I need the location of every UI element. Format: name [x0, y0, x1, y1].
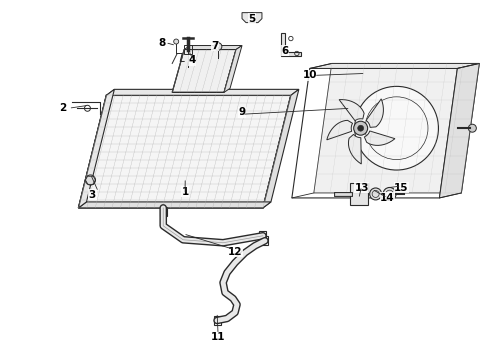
Circle shape [468, 124, 476, 132]
Bar [260, 231, 267, 240]
Circle shape [85, 175, 96, 185]
Polygon shape [348, 134, 361, 164]
Polygon shape [78, 89, 114, 208]
Polygon shape [224, 45, 242, 92]
Circle shape [214, 43, 222, 50]
Polygon shape [314, 63, 479, 193]
Bar [214, 316, 220, 325]
Text: 11: 11 [211, 332, 225, 342]
Text: 15: 15 [394, 183, 409, 193]
Polygon shape [366, 99, 383, 127]
Polygon shape [327, 120, 352, 140]
Polygon shape [339, 100, 364, 121]
Polygon shape [263, 89, 299, 208]
Text: 3: 3 [89, 190, 96, 200]
Bar [262, 236, 269, 245]
Text: 12: 12 [228, 247, 242, 257]
Circle shape [354, 121, 368, 135]
Text: 14: 14 [380, 193, 395, 203]
Text: 2: 2 [59, 103, 66, 113]
Text: 7: 7 [211, 41, 219, 50]
Polygon shape [310, 63, 479, 68]
Circle shape [173, 39, 179, 44]
Text: 10: 10 [302, 71, 317, 80]
Polygon shape [440, 63, 479, 198]
Bar [160, 207, 167, 216]
Text: 4: 4 [189, 55, 196, 66]
Circle shape [358, 125, 364, 131]
Circle shape [369, 188, 382, 200]
Polygon shape [350, 183, 368, 205]
Polygon shape [78, 202, 271, 208]
Polygon shape [172, 50, 236, 92]
Text: 9: 9 [239, 107, 245, 117]
Polygon shape [78, 95, 291, 208]
Polygon shape [242, 13, 262, 23]
Circle shape [383, 188, 396, 201]
Text: 13: 13 [354, 183, 369, 193]
Text: 6: 6 [281, 45, 289, 55]
Circle shape [355, 86, 439, 170]
Polygon shape [106, 89, 299, 95]
Polygon shape [184, 45, 242, 50]
Polygon shape [281, 32, 301, 57]
Text: 1: 1 [182, 187, 189, 197]
Text: 8: 8 [159, 37, 166, 48]
Bar [184, 45, 192, 54]
Text: 5: 5 [248, 14, 256, 24]
Polygon shape [365, 131, 395, 145]
